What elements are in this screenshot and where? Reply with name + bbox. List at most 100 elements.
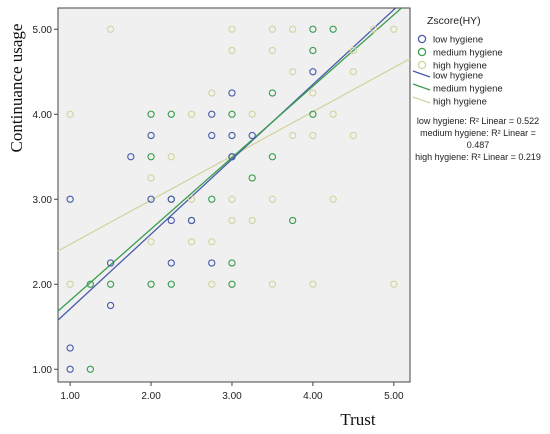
point-low-hygiene: [208, 259, 216, 267]
point-medium-hygiene: [309, 25, 317, 33]
point-medium-hygiene: [228, 110, 236, 118]
point-high-hygiene: [208, 89, 216, 97]
point-high-hygiene: [228, 195, 236, 203]
point-low-hygiene: [66, 365, 74, 373]
point-medium-hygiene: [167, 110, 175, 118]
point-high-hygiene: [390, 25, 398, 33]
legend-line-icon: [412, 70, 431, 78]
y-axis-title: Continuance usage: [7, 24, 26, 153]
data-points: [66, 25, 398, 373]
point-low-hygiene: [106, 259, 115, 267]
point-medium-hygiene: [329, 25, 337, 33]
plot-area: [57, 7, 411, 383]
point-low-hygiene: [167, 216, 175, 225]
point-medium-hygiene: [167, 280, 175, 288]
point-high-hygiene: [268, 25, 277, 33]
point-high-hygiene: [309, 89, 317, 97]
y-axis: 1.00 2.00 3.00 4.00 5.00: [33, 25, 58, 376]
point-high-hygiene: [309, 280, 317, 288]
point-medium-hygiene: [268, 153, 277, 161]
point-medium-hygiene: [86, 365, 95, 373]
legend-line-label: medium hygiene: [433, 84, 503, 95]
y-tick-label: 3.00: [33, 195, 53, 206]
point-medium-hygiene: [309, 46, 317, 55]
legend-marker-label: medium hygiene: [433, 48, 503, 59]
point-high-hygiene: [106, 25, 115, 33]
point-high-hygiene: [268, 195, 277, 203]
point-high-hygiene: [228, 46, 236, 55]
point-medium-hygiene: [147, 153, 155, 161]
point-low-hygiene: [106, 301, 115, 310]
x-axis: 1.00 2.00 3.00 4.00 5.00: [60, 382, 404, 402]
point-medium-hygiene: [147, 280, 155, 288]
point-high-hygiene: [289, 131, 297, 140]
point-high-hygiene: [66, 110, 74, 118]
point-high-hygiene: [248, 216, 256, 225]
point-low-hygiene: [228, 153, 236, 161]
x-axis-title: Trust: [340, 410, 376, 429]
point-high-hygiene: [268, 280, 277, 288]
point-low-hygiene: [127, 153, 135, 161]
point-medium-hygiene: [106, 280, 115, 288]
point-medium-hygiene: [147, 110, 155, 118]
point-low-hygiene: [187, 216, 196, 225]
point-high-hygiene: [66, 280, 74, 288]
point-high-hygiene: [187, 238, 196, 246]
point-medium-hygiene: [86, 280, 95, 288]
point-high-hygiene: [289, 25, 297, 33]
legend-line-icon: [412, 96, 431, 104]
legend-marker-icon: [417, 60, 427, 70]
point-high-hygiene: [369, 25, 378, 33]
x-tick-label: 4.00: [303, 391, 323, 402]
point-medium-hygiene: [268, 89, 277, 97]
point-high-hygiene: [187, 110, 196, 118]
point-high-hygiene: [349, 68, 358, 76]
point-low-hygiene: [147, 131, 155, 140]
point-low-hygiene: [208, 131, 216, 140]
point-medium-hygiene: [309, 110, 317, 118]
point-low-hygiene: [248, 131, 256, 140]
fit-line-low-hygiene: [57, 7, 397, 321]
point-low-hygiene: [167, 259, 175, 267]
point-low-hygiene: [208, 110, 216, 118]
y-tick-label: 4.00: [33, 110, 53, 121]
point-high-hygiene: [208, 280, 216, 288]
legend: Zscore(HY) low hygiene medium hygiene high…: [412, 15, 541, 162]
point-high-hygiene: [309, 131, 317, 140]
point-high-hygiene: [187, 195, 196, 203]
legend-title: Zscore(HY): [427, 15, 481, 27]
x-tick-label: 1.00: [60, 391, 80, 402]
legend-marker-icon: [417, 34, 427, 44]
point-low-hygiene: [167, 195, 175, 203]
legend-marker-label: high hygiene: [433, 61, 487, 72]
point-low-hygiene: [309, 68, 317, 76]
x-tick-label: 2.00: [141, 391, 161, 402]
point-low-hygiene: [228, 89, 236, 97]
point-high-hygiene: [167, 153, 175, 161]
point-high-hygiene: [228, 216, 236, 225]
point-medium-hygiene: [228, 259, 236, 267]
point-high-hygiene: [228, 25, 236, 33]
point-high-hygiene: [147, 238, 155, 246]
point-high-hygiene: [329, 110, 337, 118]
point-medium-hygiene: [208, 195, 216, 203]
point-low-hygiene: [66, 195, 74, 203]
x-tick-label: 5.00: [384, 391, 404, 402]
point-medium-hygiene: [248, 174, 256, 182]
legend-marker-icon: [417, 47, 427, 57]
point-medium-hygiene: [289, 216, 297, 225]
point-low-hygiene: [228, 131, 236, 140]
x-tick-label: 3.00: [222, 391, 242, 402]
r2-label: 0.487: [467, 140, 490, 150]
legend-line-label: high hygiene: [433, 97, 487, 108]
y-tick-label: 1.00: [33, 365, 53, 376]
point-high-hygiene: [390, 280, 398, 288]
point-medium-hygiene: [228, 280, 236, 288]
point-high-hygiene: [208, 238, 216, 246]
y-tick-label: 2.00: [33, 280, 53, 291]
point-low-hygiene: [147, 195, 155, 203]
r2-label: high hygiene: R² Linear = 0.219: [415, 152, 541, 162]
point-high-hygiene: [248, 110, 256, 118]
point-high-hygiene: [349, 46, 358, 55]
